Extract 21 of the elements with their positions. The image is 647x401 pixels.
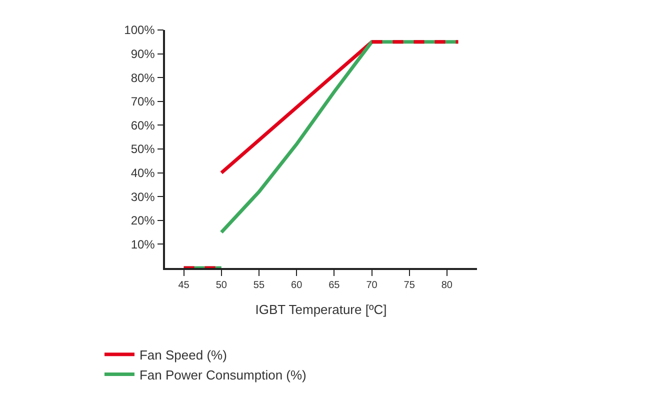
x-axis-title: IGBT Temperature [ºC] xyxy=(255,302,387,317)
y-tick-label: 10% xyxy=(130,237,156,252)
y-tick-label: 20% xyxy=(130,214,156,228)
y-tick-label: 30% xyxy=(130,190,156,204)
x-tick-label: 80 xyxy=(441,280,453,291)
y-tick-label: 90% xyxy=(130,47,156,61)
x-tick-label: 75 xyxy=(404,280,416,291)
x-tick-label: 65 xyxy=(328,280,340,291)
x-tick-label: 70 xyxy=(366,280,378,291)
x-tick-label: 60 xyxy=(291,280,303,291)
x-tick-label: 45 xyxy=(178,280,190,291)
x-tick-label: 50 xyxy=(216,280,228,291)
y-tick-label: 70% xyxy=(130,94,156,109)
y-tick-label: 50% xyxy=(130,142,156,156)
y-tick-label: 80% xyxy=(130,70,156,85)
y-tick-label: 100% xyxy=(124,23,156,38)
y-tick-label: 40% xyxy=(130,166,156,180)
legend-label: Fan Power Consumption (%) xyxy=(139,367,306,382)
legend-label: Fan Speed (%) xyxy=(139,347,227,362)
x-tick-label: 55 xyxy=(253,280,265,291)
y-tick-label: 60% xyxy=(130,118,156,132)
